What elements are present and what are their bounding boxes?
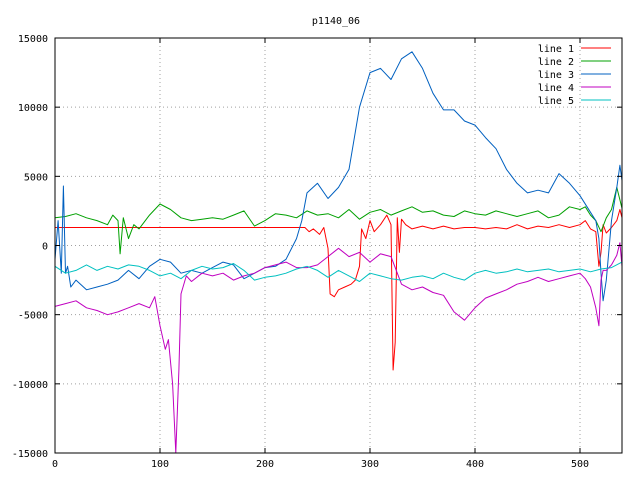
series-line-5: [54, 261, 623, 282]
series-layer: [54, 51, 623, 454]
legend-label: line 5: [538, 96, 574, 107]
x-tick-label: 400: [466, 459, 484, 470]
x-tick-label: 200: [256, 459, 274, 470]
legend-label: line 4: [538, 83, 574, 94]
y-tick-label: 10000: [18, 103, 48, 114]
y-tick-label: 5000: [24, 172, 48, 183]
x-tick-label: 100: [151, 459, 169, 470]
y-tick-label: -15000: [12, 449, 48, 460]
y-tick-label: 0: [42, 242, 48, 253]
series-line-4: [54, 242, 623, 454]
y-tick-label: 15000: [18, 34, 48, 45]
series-line-3: [54, 51, 623, 302]
chart-title: p1140_06: [312, 16, 360, 27]
series-line-2: [54, 186, 623, 255]
grid-lines: [55, 38, 622, 453]
legend: line 1 line 2 line 3 line 4 line 5: [538, 44, 611, 107]
x-tick-label: 300: [361, 459, 379, 470]
legend-label: line 3: [538, 70, 574, 81]
legend-label: line 2: [538, 57, 574, 68]
series-line-1: [55, 209, 623, 371]
y-tick-label: -5000: [18, 311, 48, 322]
x-tick-label: 500: [571, 459, 589, 470]
legend-label: line 1: [538, 44, 574, 55]
x-tick-label: 0: [52, 459, 58, 470]
y-tick-label: -10000: [12, 380, 48, 391]
axis-ticks: 0 100 200 300 400 500 -15000 -10000 -5000 0 5000 10…: [12, 34, 622, 470]
